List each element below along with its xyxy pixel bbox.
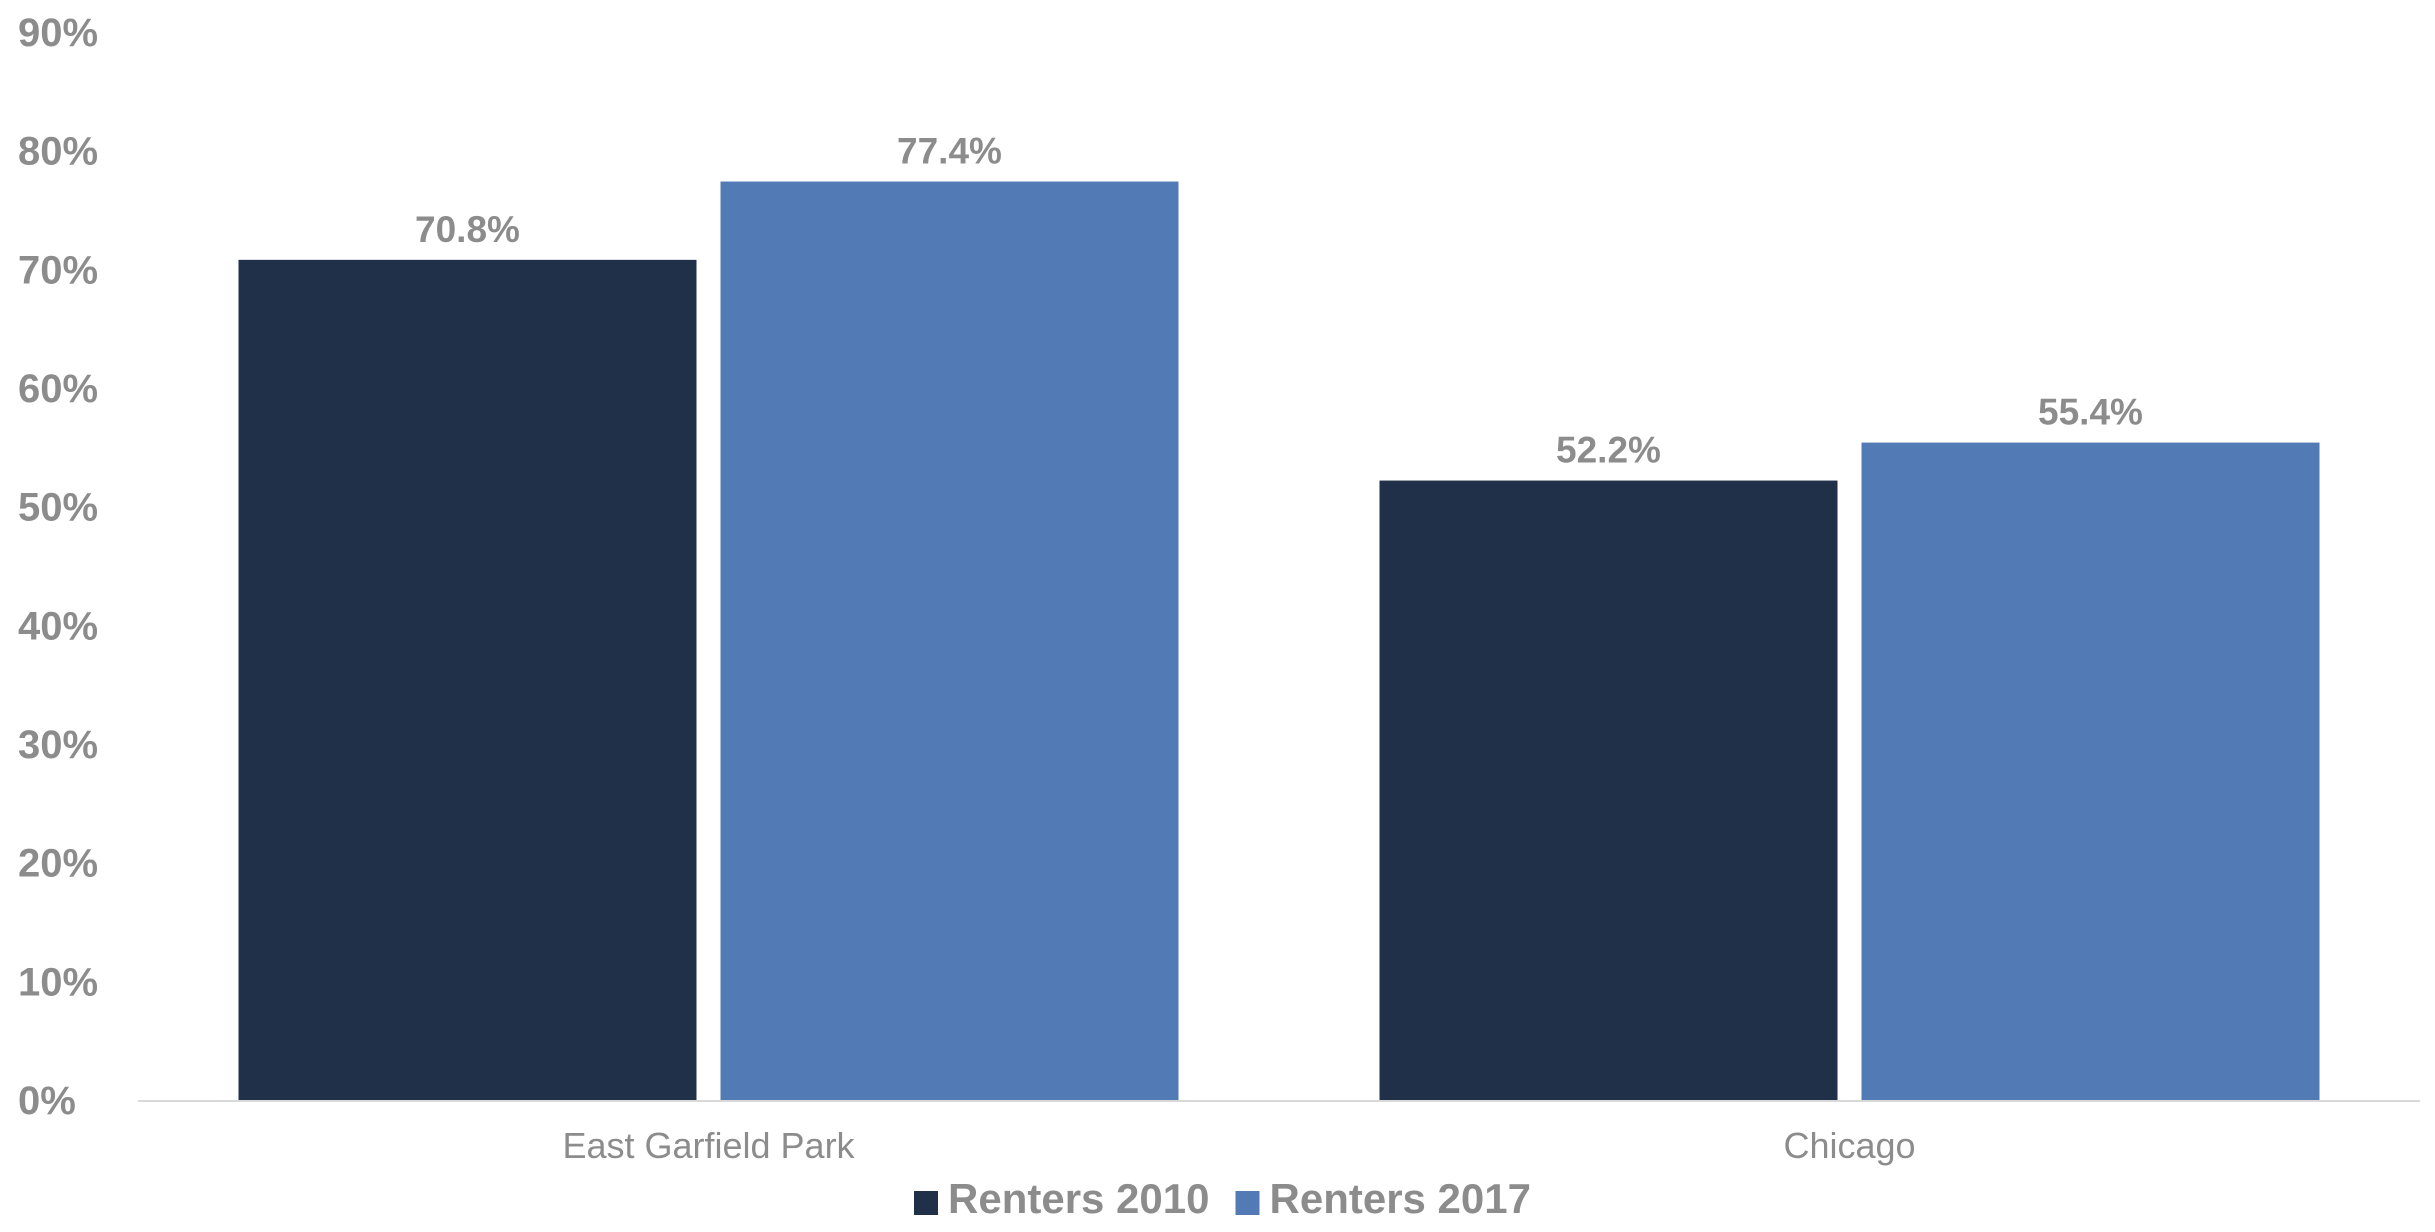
- data-label: 55.4%: [2038, 392, 2143, 433]
- y-tick-label: 0%: [18, 1079, 76, 1123]
- y-tick-label: 10%: [18, 960, 98, 1004]
- y-tick-label: 30%: [18, 723, 98, 767]
- bar-renters-2017-east-garfield-park: [720, 181, 1179, 1100]
- y-tick-label: 20%: [18, 842, 98, 886]
- y-tick-label: 80%: [18, 130, 98, 174]
- y-tick-label: 70%: [18, 248, 98, 292]
- x-category-label: Chicago: [1783, 1125, 1915, 1166]
- legend-label: Renters 2017: [1270, 1175, 1532, 1222]
- bars-group: [238, 181, 2320, 1101]
- y-tick-label: 90%: [18, 11, 98, 55]
- bar-renters-2017-chicago: [1861, 442, 2320, 1100]
- y-tick-label: 50%: [18, 486, 98, 530]
- y-tick-label: 40%: [18, 604, 98, 648]
- data-label: 52.2%: [1556, 430, 1661, 471]
- legend: Renters 2010 Renters 2017: [914, 1175, 1531, 1222]
- data-labels-group: 70.8% 77.4% 52.2% 55.4%: [415, 131, 2143, 471]
- data-label: 70.8%: [415, 209, 520, 250]
- bar-renters-2010-east-garfield-park: [238, 259, 697, 1101]
- bar-renters-2010-chicago: [1379, 480, 1838, 1100]
- legend-swatch: [914, 1191, 938, 1215]
- legend-label: Renters 2010: [948, 1175, 1210, 1222]
- x-category-label: East Garfield Park: [562, 1125, 855, 1166]
- y-axis: 0% 10% 20% 30% 40% 50% 60% 70% 80% 90%: [18, 11, 98, 1123]
- x-axis: East Garfield Park Chicago: [562, 1125, 1915, 1166]
- legend-swatch: [1235, 1191, 1260, 1215]
- y-tick-label: 60%: [18, 367, 98, 411]
- data-label: 77.4%: [897, 131, 1002, 172]
